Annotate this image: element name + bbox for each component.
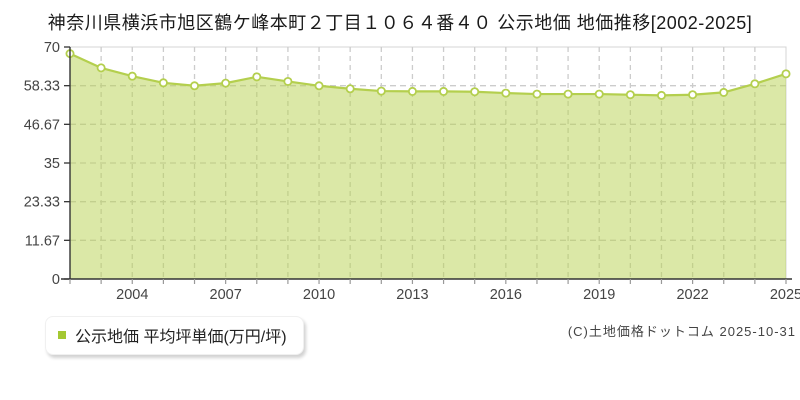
data-point xyxy=(314,81,324,91)
data-point xyxy=(190,81,200,91)
axis-labels: 0 11.67 23.33 35 46.67 58.33 70 2004 2007 2010 201… xyxy=(24,40,800,303)
area-fill xyxy=(70,53,786,279)
legend-swatch-icon xyxy=(58,331,66,339)
data-point xyxy=(625,90,635,100)
data-point xyxy=(719,87,729,97)
data-point xyxy=(439,86,449,96)
y-tick-label: 11.67 xyxy=(25,233,60,249)
data-point xyxy=(127,71,137,81)
x-tick-label: 2016 xyxy=(490,287,522,303)
axes xyxy=(61,46,792,284)
data-point xyxy=(781,69,791,79)
x-tick-label: 2004 xyxy=(116,287,148,303)
y-tick-label: 58.33 xyxy=(24,79,60,95)
legend-label: 公示地価 平均坪単価(万円/坪) xyxy=(75,329,287,346)
y-tick-label: 23.33 xyxy=(24,195,60,211)
x-tick-label: 2022 xyxy=(676,287,708,303)
data-point xyxy=(158,78,168,88)
series-line xyxy=(69,52,787,97)
data-point xyxy=(96,63,106,73)
y-tick-label: 35 xyxy=(44,156,60,172)
data-point xyxy=(532,89,542,99)
data-point xyxy=(688,90,698,100)
data-point xyxy=(221,78,231,88)
data-point xyxy=(376,86,386,96)
x-tick-label: 2025 xyxy=(770,287,800,303)
x-tick-label: 2013 xyxy=(396,287,428,303)
chart-title: 神奈川県横浜市旭区鶴ケ峰本町２丁目１０６４番４０ 公示地価 地価推移[2002-… xyxy=(47,13,753,33)
legend: 公示地価 平均坪単価(万円/坪) xyxy=(45,316,304,355)
x-tick-label: 2007 xyxy=(210,287,242,303)
data-point xyxy=(345,84,355,94)
area-series xyxy=(69,52,787,279)
data-point xyxy=(563,89,573,99)
data-point xyxy=(594,89,604,99)
data-point xyxy=(750,79,760,89)
y-tick-label: 46.67 xyxy=(24,117,60,133)
y-tick-label: 70 xyxy=(44,40,60,56)
y-tick-label: 0 xyxy=(52,272,60,288)
x-tick-label: 2010 xyxy=(303,287,335,303)
data-point xyxy=(470,87,480,97)
data-point xyxy=(501,88,511,98)
data-point xyxy=(252,72,262,82)
x-tick-label: 2019 xyxy=(583,287,615,303)
data-point xyxy=(407,86,417,96)
data-point xyxy=(656,90,666,100)
data-point xyxy=(283,76,293,86)
copyright-text: (C)土地価格ドットコム 2025-10-31 xyxy=(567,324,796,339)
